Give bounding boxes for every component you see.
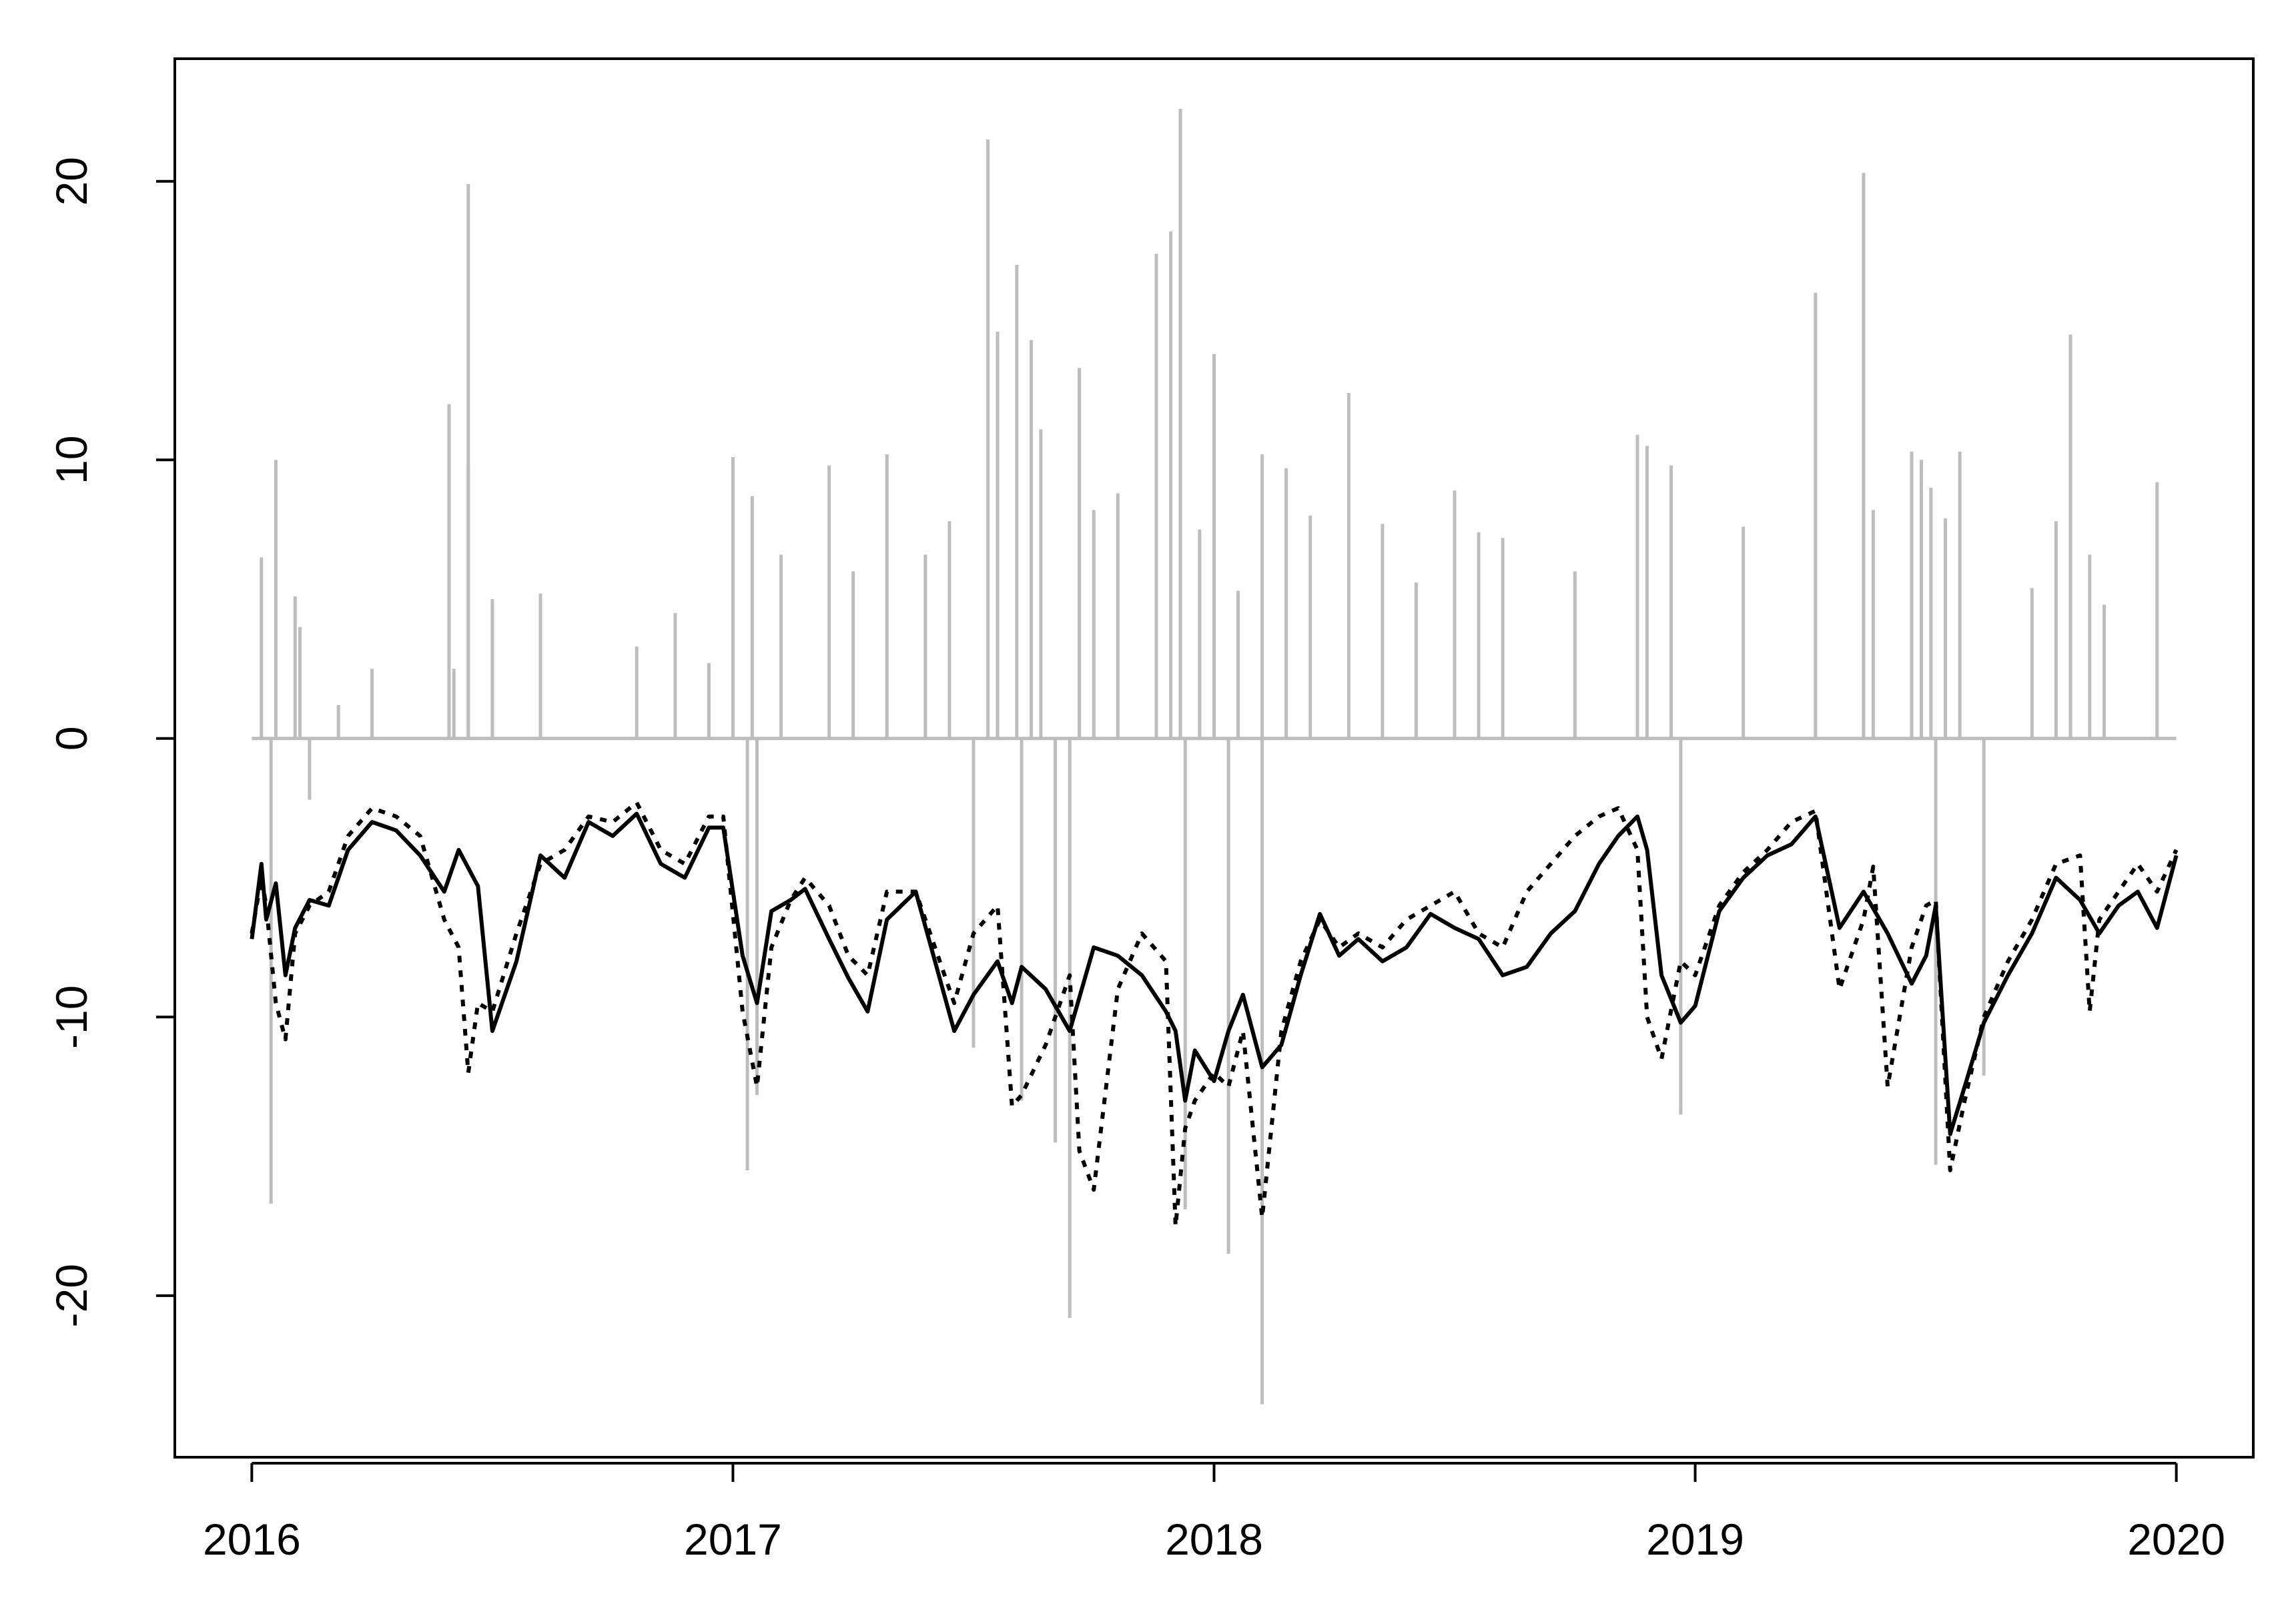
x-tick-label: 2018 (1165, 1515, 1263, 1564)
y-tick-label: 10 (47, 435, 96, 484)
solid-series-line (250, 811, 2179, 1136)
x-tick-label: 2020 (2127, 1515, 2225, 1564)
y-tick-label: -10 (47, 985, 96, 1049)
x-tick-label: 2019 (1646, 1515, 1744, 1564)
x-tick-label: 2017 (684, 1515, 782, 1564)
plot-frame (173, 57, 2255, 1459)
spike-series (252, 109, 2177, 1405)
x-tick-label: 2016 (203, 1515, 301, 1564)
y-tick-label: 0 (47, 726, 96, 751)
y-tick-label: 20 (47, 157, 96, 206)
y-axis: 20 10 0 -10 -20 (47, 157, 176, 1327)
line-series-group (250, 800, 2179, 1228)
x-axis: 2016 2017 2018 2019 2020 (203, 1462, 2225, 1564)
y-tick-label: -20 (47, 1264, 96, 1327)
dotted-series-line (250, 800, 2179, 1228)
